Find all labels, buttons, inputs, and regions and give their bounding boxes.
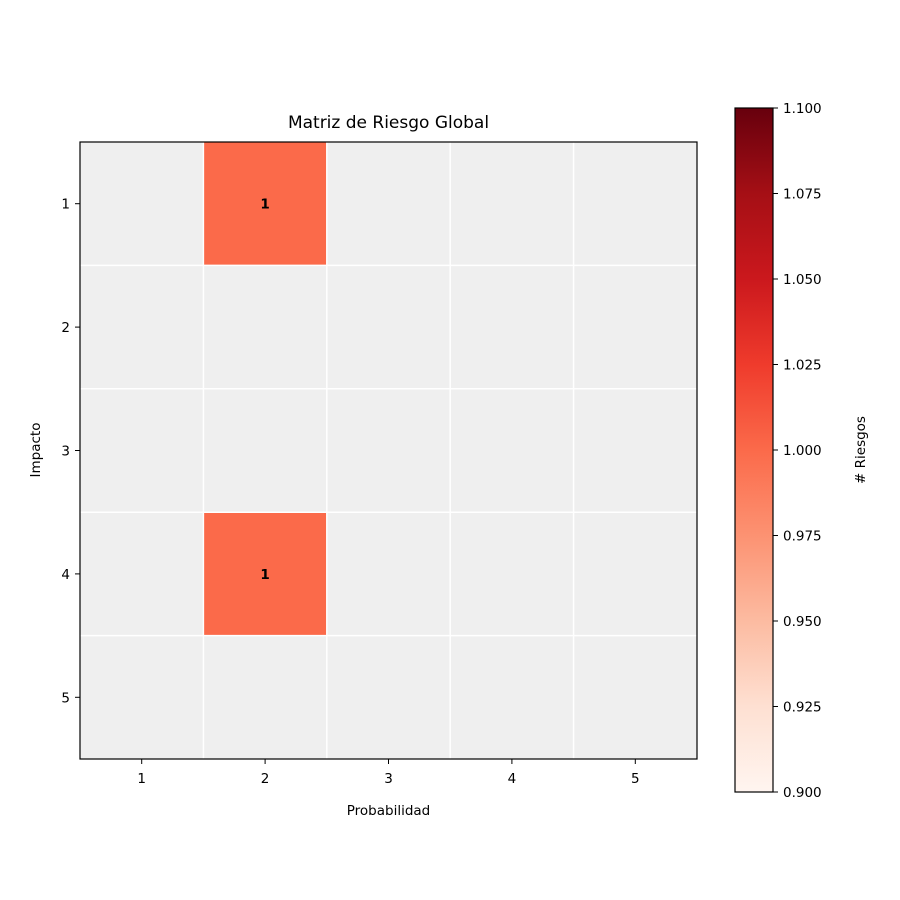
colorbar-tick-label: 0.950 — [783, 614, 822, 630]
empty-cell — [450, 635, 574, 759]
y-tick-label: 4 — [61, 567, 70, 583]
y-tick-label: 1 — [61, 197, 70, 213]
colorbar-label: # Riesgos — [853, 416, 869, 484]
x-tick-label: 5 — [631, 771, 640, 787]
empty-cell — [80, 512, 204, 636]
y-tick-label: 5 — [61, 690, 70, 706]
chart-title: Matriz de Riesgo Global — [288, 113, 489, 133]
colorbar-tick-label: 0.900 — [783, 785, 822, 801]
colorbar-tick-label: 1.025 — [783, 358, 822, 374]
heatmap-plot: 1 1 1 2 3 4 5 1 2 3 4 5 — [61, 141, 698, 787]
empty-cell — [450, 388, 574, 513]
empty-cell — [450, 512, 574, 636]
empty-cell — [203, 635, 327, 759]
empty-cell — [80, 388, 204, 513]
colorbar-tick-label: 0.975 — [783, 529, 822, 545]
x-tick-label: 4 — [508, 771, 517, 787]
empty-cell — [450, 265, 574, 389]
colorbar: 0.900 0.925 0.950 0.975 1.000 1.025 1.050 1.075… — [734, 101, 822, 801]
empty-cell — [573, 512, 697, 636]
colorbar-gradient — [735, 108, 773, 792]
cell-value-label: 1 — [260, 567, 269, 583]
colorbar-tick-label: 1.000 — [783, 443, 822, 459]
empty-cell — [573, 265, 697, 389]
x-tick-label: 3 — [384, 771, 393, 787]
colorbar-tick-label: 1.100 — [783, 101, 822, 117]
empty-cell — [326, 635, 451, 759]
empty-cell — [80, 635, 204, 759]
x-tick-label: 2 — [261, 771, 270, 787]
risk-cell — [203, 512, 327, 636]
colorbar-tick-label: 1.050 — [783, 272, 822, 288]
empty-cell — [573, 142, 697, 266]
empty-cell — [450, 142, 574, 266]
cell-value-label: 1 — [260, 197, 269, 213]
empty-cell — [326, 388, 451, 513]
empty-cell — [203, 388, 327, 513]
empty-cell — [80, 265, 204, 389]
x-tick-label: 1 — [137, 771, 146, 787]
empty-cell — [573, 388, 697, 513]
empty-cell — [326, 512, 451, 636]
colorbar-tick-label: 1.075 — [783, 187, 822, 203]
y-tick-label: 3 — [61, 444, 70, 460]
empty-cell — [80, 142, 204, 266]
empty-cell — [203, 265, 327, 389]
empty-cell — [326, 265, 451, 389]
empty-cell — [326, 142, 451, 266]
colorbar-tick-label: 0.925 — [783, 700, 822, 716]
risk-cell — [203, 142, 327, 266]
y-tick-label: 2 — [61, 320, 70, 336]
y-axis-label: Impacto — [28, 423, 44, 478]
x-axis-label: Probabilidad — [347, 803, 431, 819]
empty-cell — [573, 635, 697, 759]
